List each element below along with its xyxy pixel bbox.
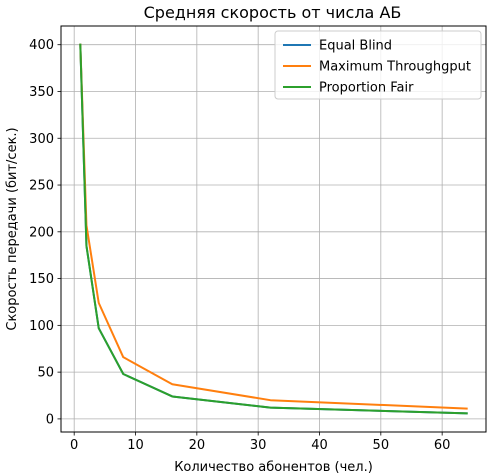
legend-label: Proportion Fair	[319, 81, 414, 96]
x-tick-label: 30	[250, 438, 267, 453]
y-tick-label: 400	[29, 38, 54, 53]
y-tick-label: 300	[29, 132, 54, 147]
x-tick-label: 50	[373, 438, 390, 453]
chart-title: Средняя скорость от числа АБ	[144, 3, 402, 22]
y-tick-label: 150	[29, 272, 54, 287]
legend: Equal Blind Maximum Throughgput Proportion…	[274, 30, 482, 100]
y-tick-label: 350	[29, 85, 54, 100]
legend-box	[274, 30, 482, 100]
x-tick-label: 0	[70, 438, 78, 453]
ticks: 0 10 20 30 40 50 60 0 50 100 150 200 250 300 350 400	[29, 38, 450, 453]
y-axis-label: Скорость передачи (бит/сек.)	[5, 127, 20, 330]
series-line-0	[79, 43, 468, 415]
x-tick-label: 20	[189, 438, 206, 453]
x-tick-label: 60	[434, 438, 451, 453]
series-lines	[79, 43, 468, 415]
x-tick-label: 40	[311, 438, 328, 453]
x-axis-label: Количество абонентов (чел.)	[174, 460, 373, 475]
legend-label: Maximum Throughgput	[319, 60, 471, 75]
plot-frame	[60, 25, 487, 433]
legend-label: Equal Blind	[319, 39, 392, 54]
y-tick-label: 250	[29, 179, 54, 194]
y-tick-label: 200	[29, 225, 54, 240]
series-line-2	[79, 43, 468, 415]
y-tick-label: 50	[37, 366, 54, 381]
y-tick-label: 0	[46, 412, 54, 427]
y-tick-label: 100	[29, 319, 54, 334]
x-tick-label: 10	[127, 438, 144, 453]
